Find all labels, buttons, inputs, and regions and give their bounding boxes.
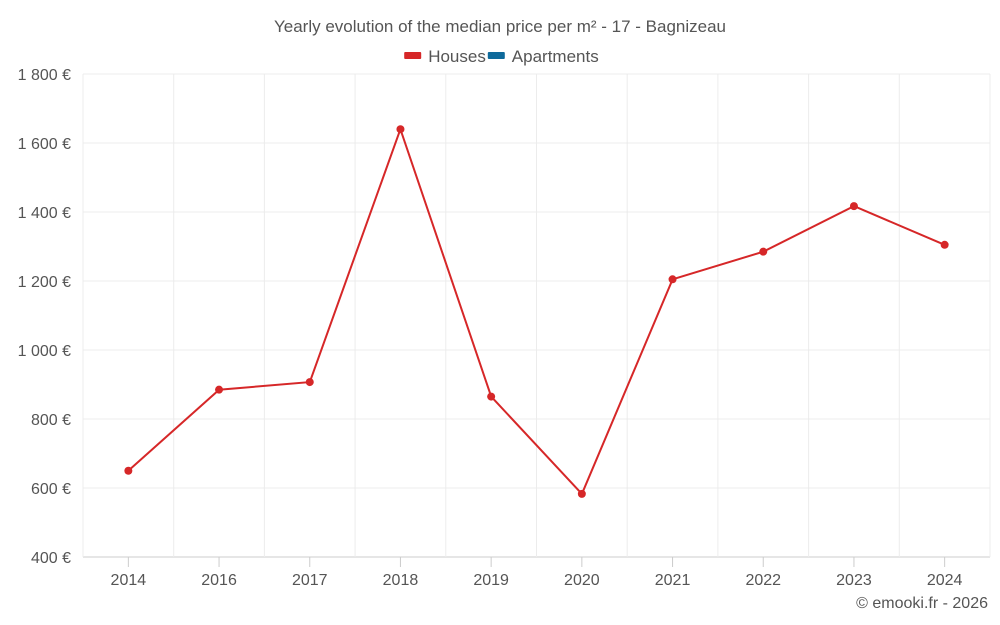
x-tick-label: 2019 <box>473 572 509 589</box>
y-tick-label: 600 € <box>31 481 71 498</box>
legend-label-houses: Houses <box>428 47 486 66</box>
x-tick-label: 2014 <box>111 572 147 589</box>
legend-item-houses[interactable]: Houses <box>404 47 486 66</box>
data-point-houses[interactable] <box>849 202 858 211</box>
y-tick-label: 1 000 € <box>18 343 71 360</box>
grid <box>82 73 991 558</box>
data-point-houses[interactable] <box>668 275 677 284</box>
x-tick-label: 2017 <box>292 572 328 589</box>
legend-swatch-apartments <box>487 52 505 59</box>
legend-item-apartments[interactable]: Apartments <box>487 47 599 66</box>
series-line-houses <box>127 126 945 496</box>
y-tick-label: 400 € <box>31 550 71 567</box>
series-layer <box>124 125 949 498</box>
y-tick-label: 1 600 € <box>18 136 71 153</box>
data-point-houses[interactable] <box>487 392 496 401</box>
y-tick-label: 1 200 € <box>18 274 71 291</box>
x-tick-label: 2018 <box>383 572 419 589</box>
data-point-houses[interactable] <box>215 385 224 394</box>
x-tick-label: 2022 <box>745 572 781 589</box>
data-point-houses[interactable] <box>396 125 405 134</box>
legend-swatch-houses <box>404 52 422 59</box>
data-point-houses[interactable] <box>940 240 949 249</box>
data-point-houses[interactable] <box>759 247 768 256</box>
y-tick-label: 1 400 € <box>18 205 71 222</box>
legend-label-apartments: Apartments <box>512 47 599 66</box>
data-point-houses[interactable] <box>305 378 314 387</box>
legend: Houses Apartments <box>404 47 599 66</box>
x-axis: 2014 2016 2017 2018 2019 2020 2021 2022 2023 2024 <box>111 557 963 589</box>
x-tick-label: 2023 <box>836 572 872 589</box>
y-tick-label: 800 € <box>31 412 71 429</box>
chart-title: Yearly evolution of the median price per… <box>274 17 726 36</box>
x-tick-label: 2021 <box>655 572 691 589</box>
x-tick-label: 2016 <box>201 572 237 589</box>
x-tick-label: 2020 <box>564 572 600 589</box>
x-tick-label: 2024 <box>927 572 963 589</box>
credit-text: © emooki.fr - 2026 <box>856 595 988 612</box>
data-point-houses[interactable] <box>124 466 133 475</box>
data-point-houses[interactable] <box>577 489 586 498</box>
y-tick-label: 1 800 € <box>18 67 71 84</box>
y-axis: 400 € 600 € 800 € 1 000 € 1 200 € 1 400 € 1 60… <box>18 67 71 567</box>
